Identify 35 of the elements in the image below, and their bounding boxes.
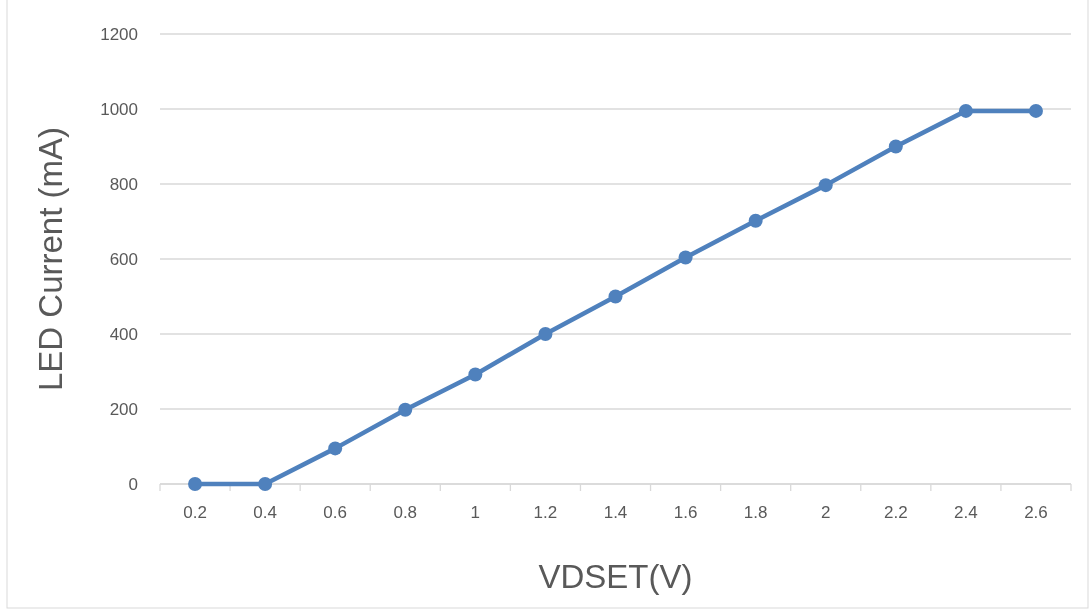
x-tick-label: 1.2 — [533, 503, 558, 522]
x-tick-label: 1 — [470, 503, 481, 522]
point — [818, 178, 833, 193]
y-tick-label: 200 — [109, 399, 138, 419]
x-tick-label: 2.2 — [883, 503, 908, 522]
point — [258, 477, 273, 491]
x-tick-label: 0.8 — [393, 503, 418, 522]
point — [328, 441, 343, 456]
point — [958, 103, 973, 118]
x-tick-label: 1.6 — [673, 503, 698, 522]
y-tick-label: 600 — [109, 249, 138, 269]
x-tick-label: 0.6 — [323, 503, 348, 522]
point — [608, 289, 623, 304]
x-tick-label: 1.4 — [603, 503, 628, 522]
x-axis-title: VDSET(V) — [538, 558, 693, 595]
y-tick-label: 1200 — [100, 24, 138, 44]
point — [888, 139, 903, 154]
x-tick-label: 1.8 — [743, 503, 768, 522]
point — [678, 250, 693, 265]
point — [748, 213, 763, 228]
x-tick-label: 0.2 — [183, 503, 207, 522]
point — [188, 477, 203, 491]
y-tick-label: 400 — [109, 324, 138, 344]
x-tick-label: 0.4 — [253, 503, 277, 522]
point — [398, 402, 413, 417]
y-tick-label: 800 — [109, 174, 138, 194]
y-axis-title: LED Current (mA) — [32, 126, 69, 392]
point — [1028, 103, 1043, 118]
x-tick-label: 2 — [821, 503, 831, 522]
y-tick-label: 0 — [128, 474, 138, 494]
point — [538, 327, 553, 341]
y-tick-label: 1000 — [100, 99, 138, 119]
x-tick-label: 2.6 — [1024, 503, 1048, 522]
point — [468, 367, 483, 382]
x-tick-label: 2.4 — [954, 503, 978, 522]
